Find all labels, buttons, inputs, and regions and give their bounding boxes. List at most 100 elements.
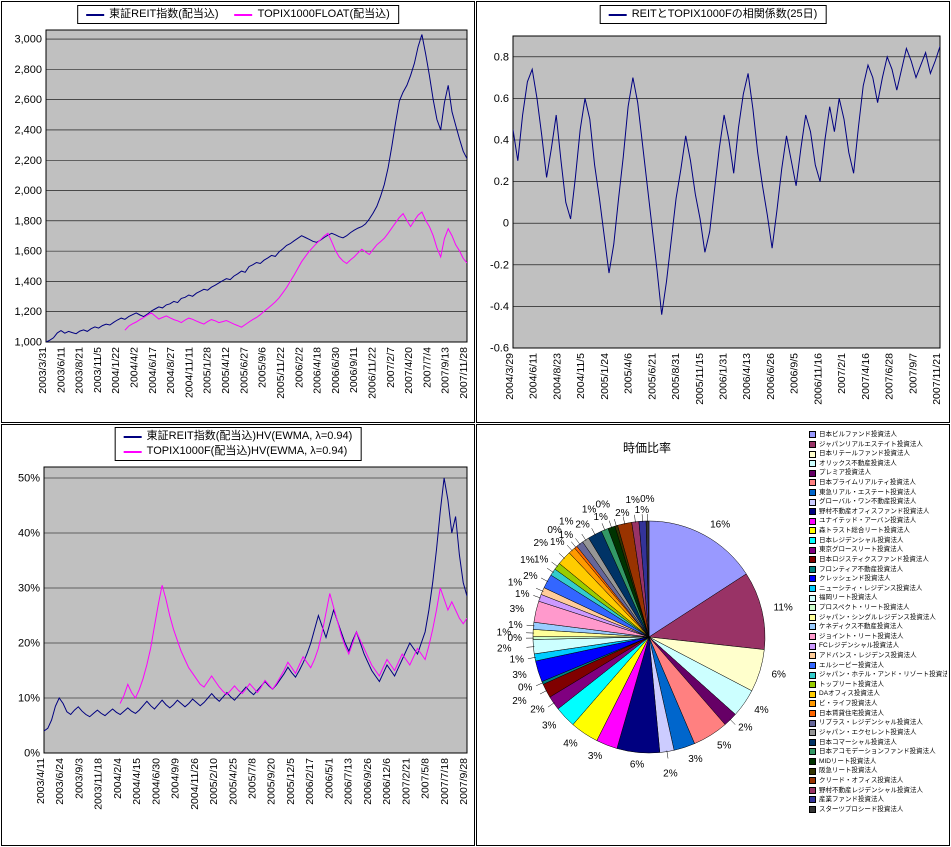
svg-text:2004/4/2: 2004/4/2 xyxy=(129,347,141,388)
pie-legend-item: ジャパン・シングルレジデンス投資法人 xyxy=(809,613,947,623)
pie-swatch-icon xyxy=(809,585,816,593)
pie-legend-item: グローバル・ワン不動産投資法人 xyxy=(809,497,947,507)
pie-legend-label: ジャパンリアルエステイト投資法人 xyxy=(819,440,923,448)
svg-text:0.4: 0.4 xyxy=(494,135,509,147)
pie-legend-label: 産業ファンド投資法人 xyxy=(819,796,884,804)
svg-text:11%: 11% xyxy=(774,602,793,613)
svg-text:5%: 5% xyxy=(717,741,732,752)
pie-swatch-icon xyxy=(809,431,816,439)
svg-text:2003/11/18: 2003/11/18 xyxy=(93,758,105,810)
svg-text:2006/12/6: 2006/12/6 xyxy=(381,758,393,805)
svg-text:2004/8/23: 2004/8/23 xyxy=(551,353,563,400)
series-line-marker-icon xyxy=(123,450,142,453)
svg-text:2%: 2% xyxy=(738,723,753,734)
svg-text:2006/6/26: 2006/6/26 xyxy=(765,353,777,400)
svg-text:3%: 3% xyxy=(688,754,703,765)
svg-text:2006/6/30: 2006/6/30 xyxy=(330,347,342,394)
pie-legend-item: DAオフィス投資法人 xyxy=(809,689,947,699)
pie-swatch-icon xyxy=(809,690,816,698)
pie-swatch-icon xyxy=(809,488,816,496)
svg-text:3%: 3% xyxy=(512,670,527,681)
svg-text:2006/2/17: 2006/2/17 xyxy=(304,758,316,805)
svg-text:2004/1/22: 2004/1/22 xyxy=(110,347,122,394)
svg-text:2003/4/11: 2003/4/11 xyxy=(35,758,47,804)
pie-legend-label: ケネディクス不動産投資法人 xyxy=(819,623,903,631)
svg-text:3%: 3% xyxy=(510,604,525,615)
volatility-chart: 0% 10% 20% 30% 40% 50% 2003/4/11 2003/6/24 2003/… xyxy=(2,425,474,845)
pie-legend-label: 日本アコモデーションファンド投資法人 xyxy=(819,748,936,756)
svg-text:2,200: 2,200 xyxy=(14,155,42,167)
svg-text:1%: 1% xyxy=(510,654,525,665)
pie-legend-item: オリックス不動産投資法人 xyxy=(809,459,947,469)
svg-text:0%: 0% xyxy=(640,494,655,505)
pie-legend-label: ニューシティ・レジデンス投資法人 xyxy=(819,584,923,592)
pie-legend-item: 日本ロジスティクスファンド投資法人 xyxy=(809,555,947,565)
pie-legend-label: 東急リアル・エステート投資法人 xyxy=(819,488,917,496)
pie-swatch-icon xyxy=(809,527,816,535)
pie-swatch-icon xyxy=(809,786,816,794)
svg-text:2005/4/12: 2005/4/12 xyxy=(220,347,232,394)
svg-text:2003/3/31: 2003/3/31 xyxy=(37,347,49,394)
svg-text:3%: 3% xyxy=(542,720,557,731)
pie-legend-label: ジョイント・リート投資法人 xyxy=(819,632,904,640)
svg-text:2007/7/18: 2007/7/18 xyxy=(439,758,451,805)
pie-swatch-icon xyxy=(809,460,816,468)
pie-swatch-icon xyxy=(809,671,816,679)
svg-text:2,400: 2,400 xyxy=(14,124,42,136)
pie-legend-label: 日本プライムリアルティ投資法人 xyxy=(819,479,916,487)
svg-text:2005/9/20: 2005/9/20 xyxy=(266,758,278,805)
svg-text:2004/11/11: 2004/11/11 xyxy=(183,347,195,398)
svg-text:0%: 0% xyxy=(596,500,611,511)
svg-text:4%: 4% xyxy=(563,738,578,749)
pie-legend-label: ジャパン・ホテル・アンド・リゾート投資法人 xyxy=(819,671,947,679)
pie-legend-item: スターツプロシード投資法人 xyxy=(809,805,947,815)
pie-swatch-icon xyxy=(809,729,816,737)
svg-text:1,000: 1,000 xyxy=(14,337,42,349)
pie-swatch-icon xyxy=(809,508,816,516)
svg-text:2003/8/21: 2003/8/21 xyxy=(74,347,86,394)
legend-item-label: TOPIX1000F(配当込)HV(EWMA, λ=0.94) xyxy=(146,445,348,457)
pie-legend-label: 野村不動産レジデンシャル投資法人 xyxy=(819,786,923,794)
svg-text:1%: 1% xyxy=(593,512,608,523)
svg-text:2006/2/2: 2006/2/2 xyxy=(293,347,305,388)
pie-legend-item: 福岡リート投資法人 xyxy=(809,593,947,603)
svg-text:2%: 2% xyxy=(523,571,538,582)
pie-legend-label: オリックス不動産投資法人 xyxy=(819,459,897,467)
svg-text:2005/7/8: 2005/7/8 xyxy=(247,758,259,799)
svg-text:2004/11/5: 2004/11/5 xyxy=(575,353,587,399)
pie-swatch-icon xyxy=(809,479,816,487)
svg-text:2006/11/16: 2006/11/16 xyxy=(812,353,824,405)
svg-text:2%: 2% xyxy=(575,520,590,531)
svg-text:2005/4/6: 2005/4/6 xyxy=(623,353,635,394)
svg-text:1,200: 1,200 xyxy=(14,306,42,318)
svg-text:0%: 0% xyxy=(547,525,562,536)
pie-legend-label: 福岡リート投資法人 xyxy=(819,594,878,602)
pie-legend-item: ジャパン・ホテル・アンド・リゾート投資法人 xyxy=(809,670,947,680)
svg-text:2004/6/17: 2004/6/17 xyxy=(147,347,159,394)
pie-legend-item: 森トラスト総合リート投資法人 xyxy=(809,526,947,536)
pie-legend-label: 日本ビルファンド投資法人 xyxy=(819,431,897,438)
pie-legend-item: 野村不動産レジデンシャル投資法人 xyxy=(809,786,947,796)
pie-legend-item: 日本アコモデーションファンド投資法人 xyxy=(809,747,947,757)
pie-swatch-icon xyxy=(809,700,816,708)
legend-item-label: 東証REIT指数(配当込)HV(EWMA, λ=0.94) xyxy=(146,430,353,442)
pie-swatch-icon xyxy=(809,623,816,631)
svg-text:2007/6/28: 2007/6/28 xyxy=(884,353,896,400)
pie-swatch-icon xyxy=(809,806,816,814)
pie-legend-item: 日本リテールファンド投資法人 xyxy=(809,449,947,459)
pie-swatch-icon xyxy=(809,652,816,660)
svg-text:1%: 1% xyxy=(635,505,650,516)
svg-text:2007/11/28: 2007/11/28 xyxy=(458,347,470,399)
svg-text:2007/2/7: 2007/2/7 xyxy=(385,347,397,388)
pie-swatch-icon xyxy=(809,537,816,544)
correlation-legend: REITとTOPIX1000Fの相関係数(25日) xyxy=(599,5,827,24)
pie-chart-title: 時価比率 xyxy=(622,441,671,455)
svg-text:2007/9/7: 2007/9/7 xyxy=(907,353,919,394)
pie-legend-item: 日本プライムリアルティ投資法人 xyxy=(809,478,947,488)
pie-swatch-icon xyxy=(809,565,816,573)
pie-swatch-icon xyxy=(809,777,816,785)
svg-text:2007/7/4: 2007/7/4 xyxy=(421,347,433,388)
svg-text:0.6: 0.6 xyxy=(494,93,509,105)
svg-text:1%: 1% xyxy=(559,530,574,541)
